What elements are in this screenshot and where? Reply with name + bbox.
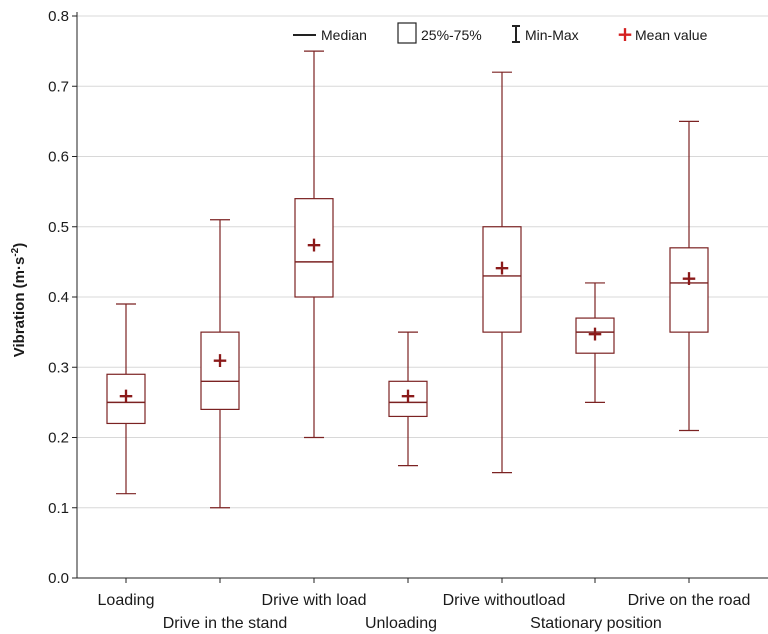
y-tick-label: 0.8 [48,8,69,25]
legend-iqr-label: 25%-75% [421,27,482,43]
mean-marker: + [681,266,698,290]
y-axis-label: Vibration (m·s-2) [10,243,28,357]
box-2: + [200,219,240,509]
category-label: Stationary position [530,615,662,632]
y-tick-label: 0.0 [48,570,69,587]
y-tick-label: 0.2 [48,430,69,447]
box-5: + [482,71,522,474]
category-labels: Loading Drive in the stand Drive with load… [98,592,751,632]
iqr-box [388,380,428,418]
box-4: + [388,331,428,467]
box-3: + [294,50,334,439]
y-tick-label: 0.5 [48,219,69,236]
iqr-box [106,373,146,425]
iqr-box [482,226,522,333]
category-label: Loading [98,592,155,609]
legend-iqr-swatch [397,22,417,44]
legend: Median 25%-75% Min-Max + Mean value [293,22,708,46]
box-6: + [575,282,615,403]
y-tick-labels: 0.0 0.1 0.2 0.3 0.4 0.5 0.6 0.7 0.8 [48,8,69,587]
iqr-box [669,247,709,333]
y-tick-label: 0.6 [48,149,69,166]
y-tick-label: 0.3 [48,359,69,376]
category-label: Drive withoutload [443,592,566,609]
box-1: + [106,303,146,495]
boxes: + + + + + + + [106,50,709,509]
iqr-box [200,331,240,411]
category-label: Unloading [365,615,437,632]
grid-lines [77,15,768,509]
y-tick-label: 0.4 [48,289,69,306]
y-tick-label: 0.1 [48,500,69,517]
legend-mean-swatch: + [617,22,634,46]
mean-marker: + [212,348,229,372]
mean-marker: + [306,232,323,256]
y-tick-label: 0.7 [48,78,69,95]
mean-marker: + [118,383,135,407]
legend-median-label: Median [321,27,367,43]
mean-marker: + [587,322,604,346]
axes [72,12,768,583]
mean-marker: + [494,255,511,279]
category-label: Drive on the road [628,592,751,609]
legend-minmax-swatch [512,25,520,43]
box-7: + [669,120,709,432]
legend-mean-label: Mean value [635,27,708,43]
mean-marker: + [400,383,417,407]
iqr-box [294,198,334,298]
legend-minmax-label: Min-Max [525,27,579,43]
iqr-box [575,317,615,354]
category-label: Drive in the stand [163,615,288,632]
category-label: Drive with load [262,592,367,609]
